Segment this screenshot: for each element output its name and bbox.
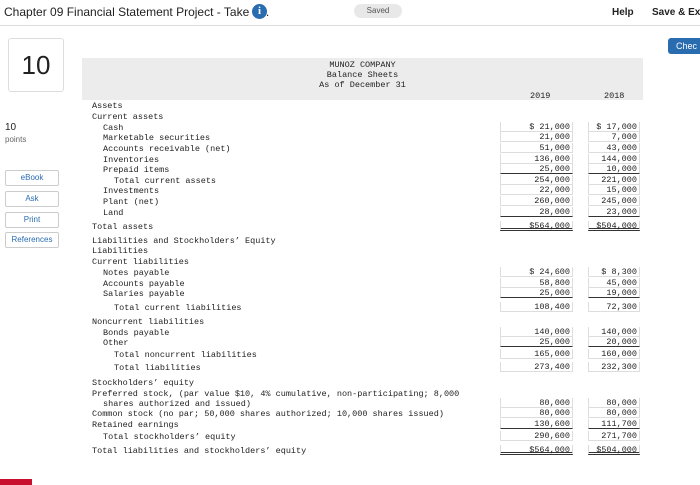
amount-cell: 15,000 [588,185,640,195]
column-year: 2019 [530,91,551,101]
points-label: points [5,135,27,144]
info-icon[interactable]: i [252,4,267,19]
row-label: Accounts receivable (net) [103,144,231,154]
amount-cell: 144,000 [588,154,640,164]
row-label: Total liabilities [114,363,201,373]
amount-cell: $564,000 [500,445,573,455]
row-label: Marketable securities [103,133,211,143]
ask-button[interactable]: Ask [5,191,59,207]
row-label: Land [103,208,124,218]
amount-cell: 25,000 [500,337,573,347]
statement-header [82,58,643,100]
row-label: Retained earnings [92,420,179,430]
row-label: Total noncurrent liabilities [114,350,257,360]
amount-cell: 80,000 [500,398,573,408]
row-label: Other [103,338,129,348]
row-label: Prepaid items [103,165,170,175]
row-label: Inventories [103,155,160,165]
row-label: Noncurrent liabilities [92,317,205,327]
save-exit-link[interactable]: Save & Exi [652,7,700,18]
amount-cell: 21,000 [500,132,573,142]
question-number: 10 [8,38,64,92]
top-bar [0,0,700,26]
row-label: Preferred stock, (par value $10, 4% cumu… [92,389,460,399]
amount-cell: $504,000 [588,221,640,231]
amount-cell: 19,000 [588,288,640,298]
amount-cell: 245,000 [588,196,640,206]
amount-cell: 140,000 [588,327,640,337]
row-label: Current liabilities [92,257,189,267]
statement-title: Balance Sheets [326,70,399,80]
amount-cell: 273,400 [500,362,573,372]
amount-cell: 290,600 [500,431,573,441]
logo-strip [0,479,32,485]
saved-status: Saved [354,4,402,18]
amount-cell: 130,600 [500,419,573,429]
ebook-button[interactable]: eBook [5,170,59,186]
row-label: Total current assets [114,176,217,186]
row-label: Assets [92,101,123,111]
row-label: Plant (net) [103,197,160,207]
row-label: Notes payable [103,268,170,278]
amount-cell: 25,000 [500,288,573,298]
row-label: Liabilities [92,246,149,256]
statement-date: As of December 31 [319,80,406,90]
assignment-title: Chapter 09 Financial Statement Project -… [4,5,270,19]
row-label: shares authorized and issued) [103,399,251,409]
row-label: Total current liabilities [114,303,242,313]
row-label: Total stockholders’ equity [103,432,236,442]
amount-cell: 254,000 [500,175,573,185]
amount-cell: 260,000 [500,196,573,206]
row-label: Salaries payable [103,289,185,299]
amount-cell: $ 21,000 [500,122,573,132]
amount-cell: 271,700 [588,431,640,441]
row-label: Cash [103,123,124,133]
amount-cell: 165,000 [500,349,573,359]
amount-cell: 25,000 [500,164,573,174]
amount-cell: 111,700 [588,419,640,429]
amount-cell: 160,000 [588,349,640,359]
amount-cell: 45,000 [588,278,640,288]
amount-cell: 10,000 [588,164,640,174]
points-value: 10 [5,122,17,133]
amount-cell: 58,800 [500,278,573,288]
amount-cell: 28,000 [500,207,573,217]
amount-cell: 80,000 [588,408,640,418]
amount-cell: 80,000 [500,408,573,418]
amount-cell: 232,300 [588,362,640,372]
row-label: Total liabilities and stockholders’ equi… [92,446,307,456]
amount-cell: 140,000 [500,327,573,337]
print-button[interactable]: Print [5,212,59,228]
column-year: 2018 [604,91,625,101]
row-label: Investments [103,186,160,196]
amount-cell: 20,000 [588,337,640,347]
amount-cell: 51,000 [500,143,573,153]
row-label: Common stock (no par; 50,000 shares auth… [92,409,444,419]
company-name: MUNOZ COMPANY [329,60,396,70]
row-label: Liabilities and Stockholders’ Equity [92,236,276,246]
amount-cell: 43,000 [588,143,640,153]
amount-cell: 80,000 [588,398,640,408]
row-label: Bonds payable [103,328,170,338]
help-link[interactable]: Help [612,7,634,18]
amount-cell: $ 8,300 [588,267,640,277]
amount-cell: 136,000 [500,154,573,164]
row-label: Accounts payable [103,279,185,289]
references-button[interactable]: References [5,232,59,248]
amount-cell: 7,000 [588,132,640,142]
amount-cell: 22,000 [500,185,573,195]
amount-cell: 108,400 [500,302,573,312]
check-button[interactable]: Chec [668,38,700,54]
row-label: Current assets [92,112,164,122]
amount-cell: 72,300 [588,302,640,312]
row-label: Stockholders’ equity [92,378,195,388]
row-label: Total assets [92,222,154,232]
amount-cell: 23,000 [588,207,640,217]
amount-cell: 221,000 [588,175,640,185]
amount-cell: $564,000 [500,221,573,231]
amount-cell: $ 24,600 [500,267,573,277]
amount-cell: $ 17,000 [588,122,640,132]
amount-cell: $504,000 [588,445,640,455]
